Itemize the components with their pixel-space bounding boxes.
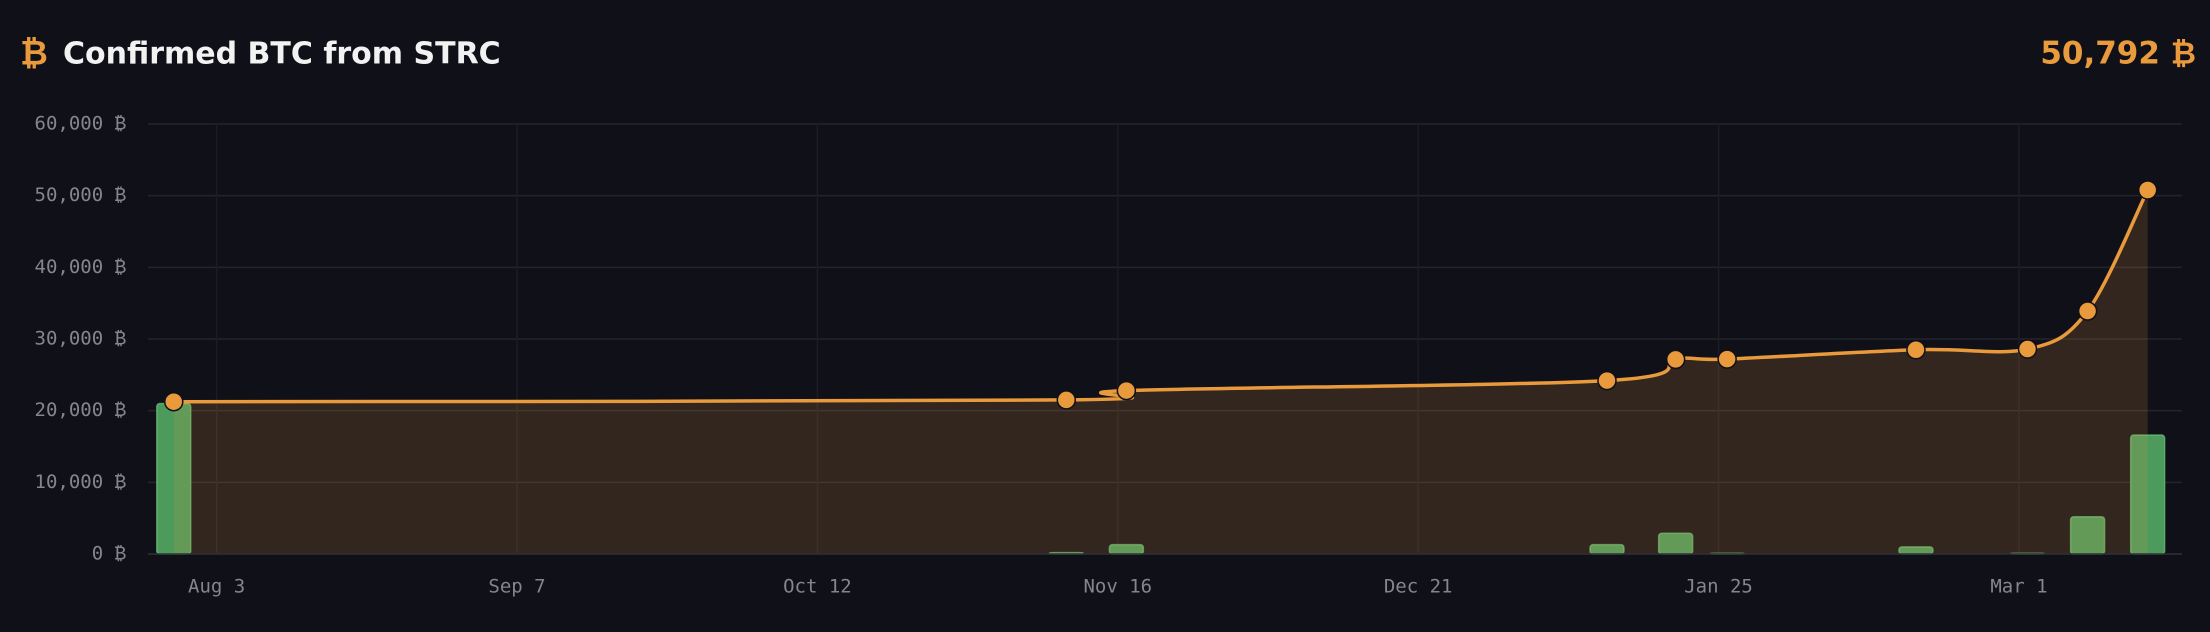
x-tick-label: Nov 16 <box>1083 576 1152 598</box>
point <box>2077 301 2098 321</box>
chart-title: Confirmed BTC from STRC <box>63 37 501 72</box>
y-tick-label: 0 ₿ <box>92 543 127 565</box>
y-tick-label: 50,000 ₿ <box>35 184 127 206</box>
x-tick-label: Jan 25 <box>1684 576 1753 598</box>
point <box>2017 339 2038 359</box>
headline-total: 50,792 ₿ <box>2040 36 2196 72</box>
y-tick-label: 10,000 ₿ <box>35 471 127 493</box>
point <box>1056 390 1077 410</box>
point <box>1665 349 1686 370</box>
bitcoin-icon: ₿ <box>20 34 48 74</box>
y-tick-label: 40,000 ₿ <box>35 256 127 278</box>
x-tick-label: Aug 3 <box>188 576 245 598</box>
point <box>2137 180 2158 200</box>
area <box>173 189 2148 554</box>
point <box>1717 349 1737 369</box>
y-tick-label: 30,000 ₿ <box>35 328 127 350</box>
point <box>163 391 184 412</box>
y-tick-label: 60,000 ₿ <box>35 113 127 135</box>
point <box>1597 370 1617 391</box>
x-tick-label: Oct 12 <box>783 576 852 598</box>
x-tick-label: Sep 7 <box>488 576 545 598</box>
x-tick-label: Mar 1 <box>1990 576 2047 598</box>
x-tick-label: Dec 21 <box>1384 576 1453 598</box>
point <box>1906 340 1926 360</box>
point <box>1116 380 1137 401</box>
y-tick-label: 20,000 ₿ <box>35 399 127 421</box>
